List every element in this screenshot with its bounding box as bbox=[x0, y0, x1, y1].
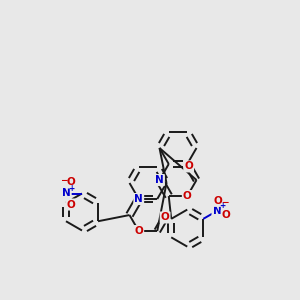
Text: +: + bbox=[219, 202, 225, 211]
Text: N: N bbox=[155, 175, 164, 185]
Text: O: O bbox=[222, 210, 230, 220]
Text: N: N bbox=[212, 206, 221, 216]
Text: O: O bbox=[67, 200, 75, 209]
Text: −: − bbox=[221, 198, 229, 207]
Text: O: O bbox=[67, 178, 75, 188]
Text: O: O bbox=[134, 226, 143, 236]
Text: −: − bbox=[60, 176, 68, 185]
Text: N: N bbox=[62, 188, 71, 199]
Text: O: O bbox=[184, 161, 193, 171]
Text: +: + bbox=[68, 184, 74, 193]
Text: O: O bbox=[161, 212, 170, 222]
Text: O: O bbox=[213, 196, 222, 206]
Text: O: O bbox=[183, 191, 192, 201]
Text: N: N bbox=[134, 194, 143, 204]
